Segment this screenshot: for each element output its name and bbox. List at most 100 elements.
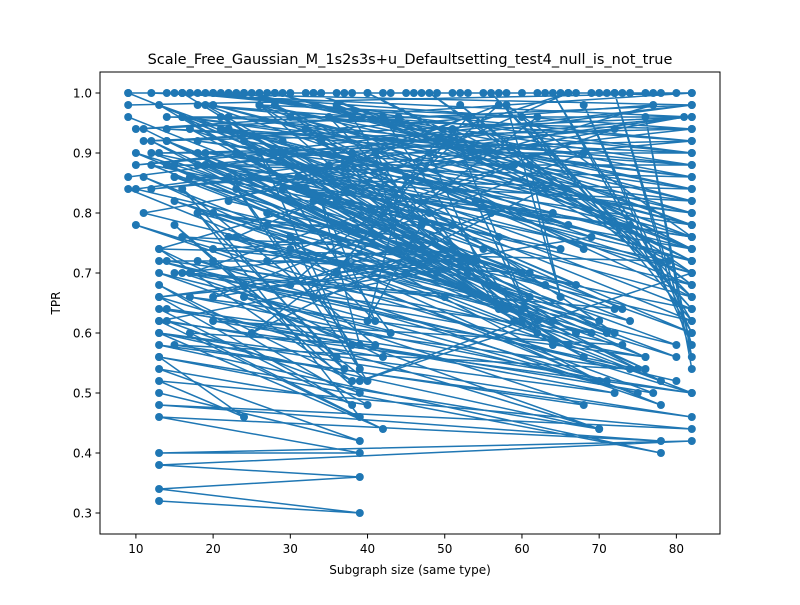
data-point (193, 209, 202, 217)
x-tick-label: 50 (437, 542, 452, 556)
y-tick-label: 1.0 (73, 86, 92, 100)
data-point (626, 221, 635, 229)
data-point (155, 149, 164, 157)
data-point (240, 293, 248, 301)
data-point (170, 269, 179, 277)
data-point (185, 89, 194, 97)
data-point (371, 317, 380, 325)
data-point (278, 137, 287, 145)
data-point (409, 233, 418, 241)
data-point (155, 341, 164, 349)
plot-area-frame (99, 71, 721, 535)
data-point (155, 497, 164, 505)
data-point (155, 305, 164, 313)
data-point (155, 449, 164, 457)
data-point (178, 89, 187, 97)
data-point (502, 89, 511, 97)
y-tick-label: 0.4 (73, 446, 92, 460)
data-point (216, 125, 225, 133)
data-point (247, 89, 256, 97)
data-point (294, 173, 303, 181)
data-point (471, 197, 480, 205)
data-point (170, 197, 179, 205)
data-point (124, 101, 133, 109)
data-point (185, 269, 194, 277)
data-point (178, 269, 187, 277)
data-point (247, 329, 256, 337)
data-point (649, 101, 658, 109)
data-point (162, 89, 171, 97)
data-point (348, 377, 357, 385)
data-point (687, 425, 696, 433)
data-point (595, 317, 604, 325)
data-point (525, 269, 534, 277)
data-point (209, 89, 218, 97)
data-point (201, 149, 210, 157)
data-point (363, 377, 372, 385)
data-point (263, 257, 272, 265)
data-point (162, 317, 171, 325)
data-point (147, 137, 156, 145)
data-point (224, 125, 233, 133)
data-point (572, 89, 580, 97)
data-point (456, 257, 465, 265)
data-point (687, 197, 696, 205)
data-point (633, 389, 642, 397)
data-point (355, 473, 364, 481)
data-point (479, 89, 488, 97)
data-point (394, 245, 403, 253)
data-point (139, 125, 148, 133)
data-point (402, 173, 411, 181)
data-point (417, 89, 426, 97)
data-point (386, 89, 395, 97)
data-point (193, 101, 202, 109)
data-point (564, 221, 573, 229)
data-point (185, 173, 194, 181)
y-tick-label: 0.5 (73, 386, 92, 400)
chart-title: Scale_Free_Gaussian_M_1s2s3s+u_Defaultse… (148, 52, 673, 68)
data-point (579, 149, 588, 157)
data-point (170, 89, 179, 97)
data-point (131, 149, 140, 157)
data-point (556, 245, 565, 253)
data-point (687, 101, 696, 109)
data-point (656, 401, 665, 409)
data-point (270, 101, 279, 109)
data-point (541, 281, 550, 289)
data-point (448, 89, 457, 97)
data-point (687, 353, 696, 361)
data-point (309, 197, 318, 205)
x-tick-label: 60 (514, 542, 529, 556)
data-point (193, 149, 202, 157)
data-point (355, 341, 364, 349)
data-point (155, 485, 164, 493)
y-axis-ticks: 0.3 0.4 0.5 0.6 0.7 0.8 0.9 1.0 (73, 86, 100, 520)
data-point (541, 185, 550, 193)
data-point (687, 173, 696, 181)
data-point (147, 149, 156, 157)
data-point (147, 89, 156, 97)
data-point (355, 413, 364, 421)
data-point (155, 401, 164, 409)
data-point (378, 425, 387, 433)
data-point (155, 269, 164, 277)
data-point (610, 389, 619, 397)
data-point (649, 89, 658, 97)
data-point (672, 89, 681, 97)
data-point (463, 257, 472, 265)
data-point (687, 329, 696, 337)
data-point (255, 89, 264, 97)
data-point (170, 341, 179, 349)
data-point (263, 89, 272, 97)
data-point (417, 245, 426, 253)
data-point (270, 89, 279, 97)
data-point (240, 137, 248, 145)
data-point (209, 317, 218, 325)
data-point (185, 329, 194, 337)
data-point (672, 353, 681, 361)
data-point (579, 101, 588, 109)
data-point (162, 137, 171, 145)
data-point (587, 89, 596, 97)
data-point (440, 293, 449, 301)
data-point (155, 329, 164, 337)
